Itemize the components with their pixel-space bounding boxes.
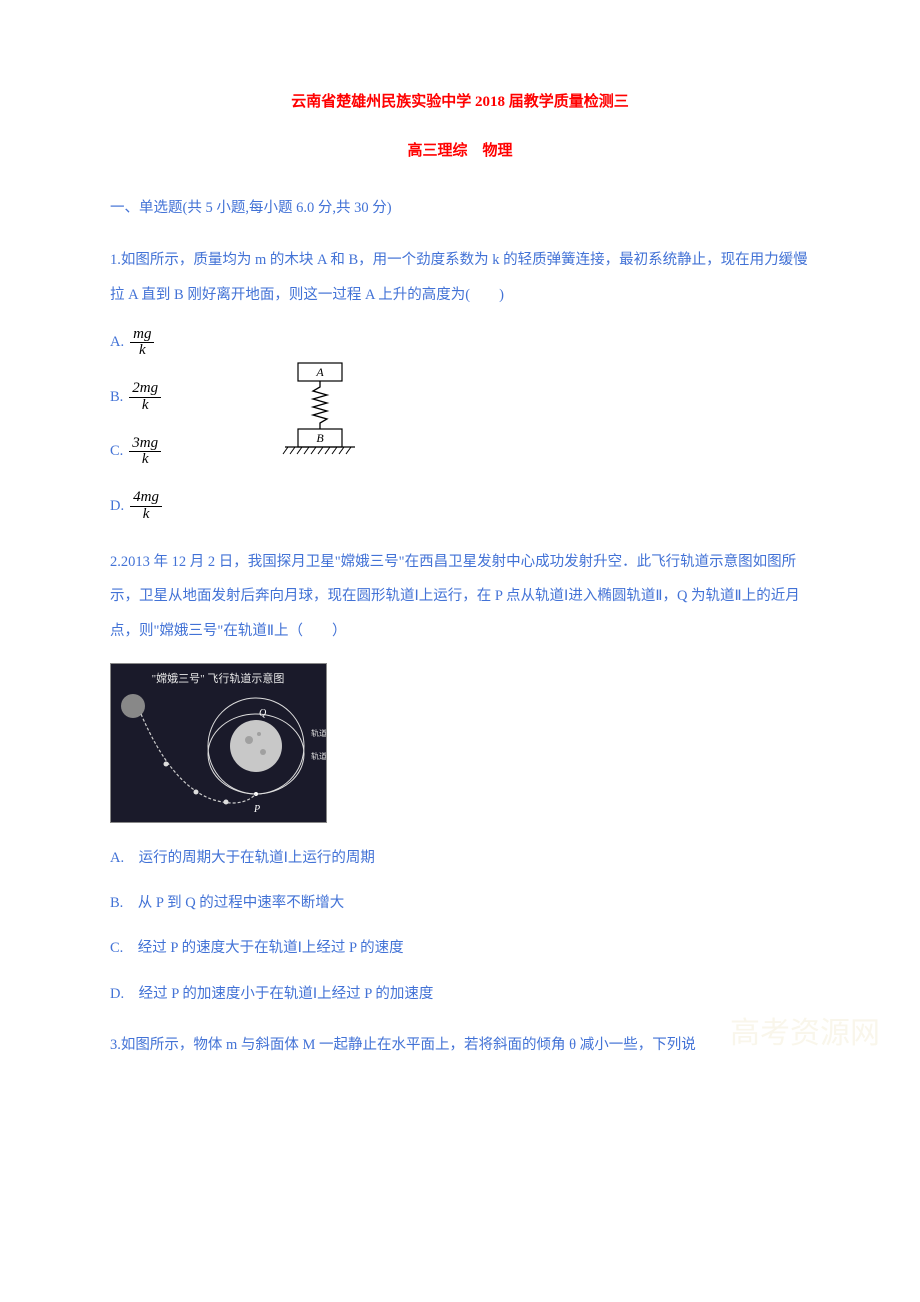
frac-den: k: [139, 452, 152, 468]
frac-num: mg: [130, 327, 154, 344]
q2-option-b: B. 从 P 到 Q 的过程中速率不断增大: [110, 892, 810, 915]
q2-photo: "嫦娥三号" 飞行轨道示意图 Q P 轨道I 轨道II: [110, 663, 327, 823]
q1-text: 1.如图所示，质量均为 m 的木块 A 和 B，用一个劲度系数为 k 的轻质弹簧…: [110, 243, 810, 313]
svg-text:P: P: [253, 804, 260, 815]
q2-option-d: D. 经过 P 的加速度小于在轨道Ⅰ上经过 P 的加速度: [110, 983, 810, 1006]
frac-den: k: [136, 343, 149, 359]
page: 云南省楚雄州民族实验中学 2018 届教学质量检测三 高三理综 物理 一、单选题…: [0, 0, 920, 1302]
frac-num: 2mg: [129, 381, 161, 398]
q1-option-a: A. mg k: [110, 327, 810, 360]
title-line1: 云南省楚雄州民族实验中学 2018 届教学质量检测三: [110, 90, 810, 111]
frac-den: k: [140, 507, 153, 523]
q1-option-c: C. 3mg k: [110, 436, 810, 469]
option-label: A.: [110, 331, 124, 354]
fraction: 3mg k: [129, 436, 161, 469]
svg-text:轨道II: 轨道II: [311, 751, 326, 761]
section-header: 一、单选题(共 5 小题,每小题 6.0 分,共 30 分): [110, 196, 810, 217]
option-label: B.: [110, 386, 123, 409]
fraction: mg k: [130, 327, 154, 360]
q2-option-a: A. 运行的周期大于在轨道Ⅰ上运行的周期: [110, 847, 810, 870]
title-line2: 高三理综 物理: [110, 139, 810, 160]
frac-num: 4mg: [130, 490, 162, 507]
q1-option-b: B. 2mg k: [110, 381, 810, 414]
q1-option-d: D. 4mg k: [110, 490, 810, 523]
svg-text:轨道I: 轨道I: [311, 728, 326, 738]
fraction: 4mg k: [130, 490, 162, 523]
option-label: D.: [110, 495, 124, 518]
frac-den: k: [139, 398, 152, 414]
q1-options-block: A. mg k B. 2mg k C. 3mg k D. 4mg k: [110, 327, 810, 523]
q2-text: 2.2013 年 12 月 2 日，我国探月卫星"嫦娥三号"在西昌卫星发射中心成…: [110, 545, 810, 649]
spring-svg: A B: [280, 361, 360, 461]
frac-num: 3mg: [129, 436, 161, 453]
block-b-label: B: [316, 431, 324, 445]
photo-caption: "嫦娥三号" 飞行轨道示意图: [152, 671, 285, 685]
svg-text:Q: Q: [259, 708, 267, 719]
option-label: C.: [110, 440, 123, 463]
block-a-label: A: [315, 365, 324, 379]
spring-diagram: A B: [280, 361, 360, 466]
q3-text: 3.如图所示，物体 m 与斜面体 M 一起静止在水平面上，若将斜面的倾角 θ 减…: [110, 1028, 810, 1063]
q2-option-c: C. 经过 P 的速度大于在轨道Ⅰ上经过 P 的速度: [110, 937, 810, 960]
fraction: 2mg k: [129, 381, 161, 414]
orbit-diagram: "嫦娥三号" 飞行轨道示意图 Q P 轨道I 轨道II: [111, 664, 326, 822]
